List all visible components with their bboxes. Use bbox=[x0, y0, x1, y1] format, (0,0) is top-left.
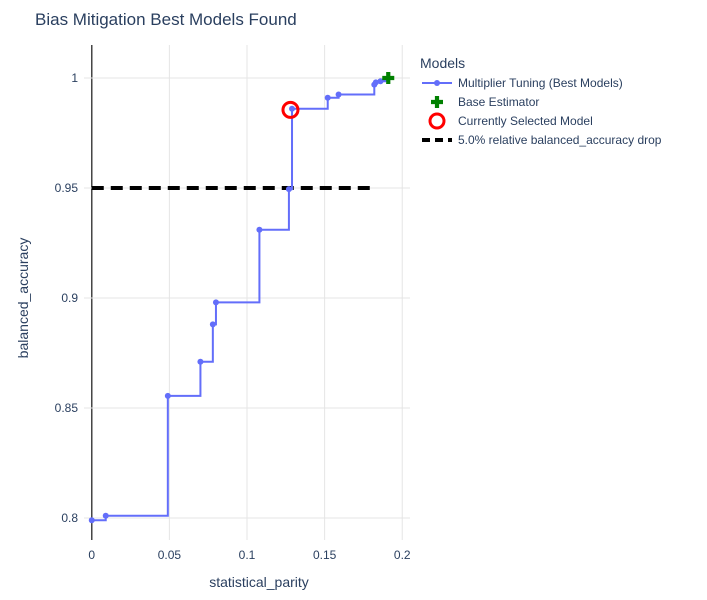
legend-swatch-best-models-dot bbox=[434, 80, 440, 86]
base-estimator-marker bbox=[382, 72, 395, 84]
step-line bbox=[91, 79, 387, 522]
x-tick-label: 0 bbox=[88, 548, 95, 562]
y-tick-label: 0.85 bbox=[55, 401, 79, 415]
x-axis-title: statistical_parity bbox=[209, 574, 309, 590]
legend-swatch-base-estimator bbox=[431, 96, 443, 108]
legend: Models Multiplier Tuning (Best Models) Ba… bbox=[420, 55, 662, 147]
legend-label: Base Estimator bbox=[458, 95, 539, 109]
model-point bbox=[285, 186, 292, 193]
grid bbox=[84, 45, 410, 540]
x-tick-label: 0.1 bbox=[239, 548, 256, 562]
legend-label: Currently Selected Model bbox=[458, 114, 593, 128]
y-tick-label: 0.95 bbox=[55, 181, 79, 195]
chart-title: Bias Mitigation Best Models Found bbox=[35, 10, 297, 29]
legend-label: Multiplier Tuning (Best Models) bbox=[458, 76, 623, 90]
x-tick-label: 0.05 bbox=[158, 548, 182, 562]
legend-title: Models bbox=[420, 55, 465, 71]
model-point bbox=[102, 512, 109, 519]
model-point bbox=[212, 299, 219, 306]
x-tick-label: 0.2 bbox=[394, 548, 411, 562]
selected-model-marker bbox=[281, 100, 300, 119]
legend-label: 5.0% relative balanced_accuracy drop bbox=[458, 133, 662, 147]
model-point bbox=[164, 392, 171, 399]
y-tick-label: 0.8 bbox=[61, 511, 78, 525]
y-axis-title: balanced_accuracy bbox=[15, 238, 31, 359]
ticks: 0 0.05 0.1 0.15 0.2 0.8 0.85 0.9 0.95 1 bbox=[55, 71, 411, 562]
model-point bbox=[209, 321, 216, 328]
y-tick-label: 1 bbox=[71, 71, 78, 85]
model-point bbox=[197, 358, 204, 365]
model-point bbox=[88, 517, 95, 524]
x-tick-label: 0.15 bbox=[313, 548, 337, 562]
plot-area bbox=[88, 72, 395, 524]
model-point bbox=[335, 91, 342, 98]
model-point bbox=[324, 94, 331, 101]
model-point bbox=[372, 79, 379, 86]
model-point bbox=[256, 226, 263, 233]
model-point bbox=[289, 105, 296, 112]
y-tick-label: 0.9 bbox=[61, 291, 78, 305]
legend-swatch-selected-model bbox=[428, 112, 446, 130]
model-point bbox=[377, 78, 384, 85]
